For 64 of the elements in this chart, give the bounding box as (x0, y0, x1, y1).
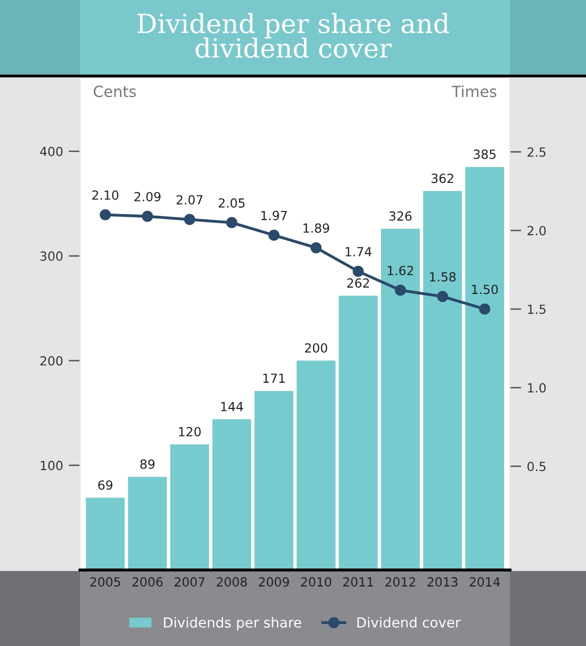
data-label: 1.89 (304, 223, 330, 233)
data-label: 200 (305, 343, 328, 353)
y2-tick-label: 1.0 (528, 383, 546, 393)
chart-title: Dividend per share and dividend cover (138, 12, 450, 58)
data-label: 144 (221, 402, 243, 412)
x-tick-label: 2007 (174, 577, 204, 587)
point (479, 304, 490, 315)
y2-axis-title: Times (452, 85, 496, 98)
x-tick-label: 2008 (216, 577, 247, 587)
data-label: 120 (179, 426, 201, 436)
x-tick-label: 2006 (132, 577, 163, 587)
data-label: 385 (474, 150, 496, 159)
y2-tick-label: 2.0 (528, 226, 546, 236)
x-tick-label: 2005 (90, 577, 120, 587)
x-tick-label: 2011 (343, 577, 373, 587)
x-tick-label: 2014 (470, 577, 500, 587)
data-label: 262 (347, 278, 369, 288)
data-label: 89 (140, 459, 155, 469)
point (310, 242, 322, 254)
y-axis-title: Cents (94, 86, 136, 98)
data-label: 2.09 (134, 192, 160, 202)
bar (170, 444, 209, 570)
point (184, 214, 196, 226)
y-tick-label: 300 (40, 251, 63, 261)
data-label: 362 (432, 174, 454, 184)
x-tick-label: 2009 (258, 577, 289, 587)
data-label: 1.74 (346, 247, 372, 256)
x-tick-label: 2012 (385, 577, 416, 587)
bar (296, 360, 336, 570)
data-label: 69 (98, 480, 112, 490)
data-label: 1.50 (472, 284, 498, 294)
data-label: 1.62 (388, 266, 414, 276)
data-label: 326 (389, 211, 412, 221)
point (268, 230, 280, 241)
bar (212, 419, 252, 570)
data-label: 2.07 (176, 195, 202, 205)
point (100, 209, 111, 220)
y-tick-label: 100 (40, 460, 63, 470)
point (226, 217, 238, 228)
point (352, 266, 364, 277)
x-tick-label: 2010 (301, 577, 332, 587)
bar (465, 166, 504, 570)
bar (381, 228, 420, 570)
y2-tick-label: 1.5 (528, 304, 546, 314)
legend-label: Dividends per share (164, 616, 302, 630)
legend-label: Dividend cover (357, 616, 461, 628)
data-label: 171 (263, 374, 285, 383)
data-label: 2.05 (218, 198, 245, 208)
bar (254, 390, 294, 570)
y2-tick-label: 2.5 (528, 147, 546, 157)
point (436, 290, 448, 302)
y2-tick-label: 0.5 (527, 462, 546, 472)
point (394, 284, 406, 296)
bar (86, 498, 125, 570)
bar (128, 476, 167, 570)
data-label: 1.97 (261, 210, 287, 220)
y-tick-label: 200 (40, 356, 63, 366)
point (142, 210, 154, 222)
data-label: 2.10 (92, 190, 118, 200)
bar (338, 296, 378, 570)
data-label: 1.58 (430, 272, 456, 282)
bar (423, 191, 462, 570)
y-tick-label: 400 (40, 146, 63, 156)
x-tick-label: 2013 (428, 577, 458, 587)
